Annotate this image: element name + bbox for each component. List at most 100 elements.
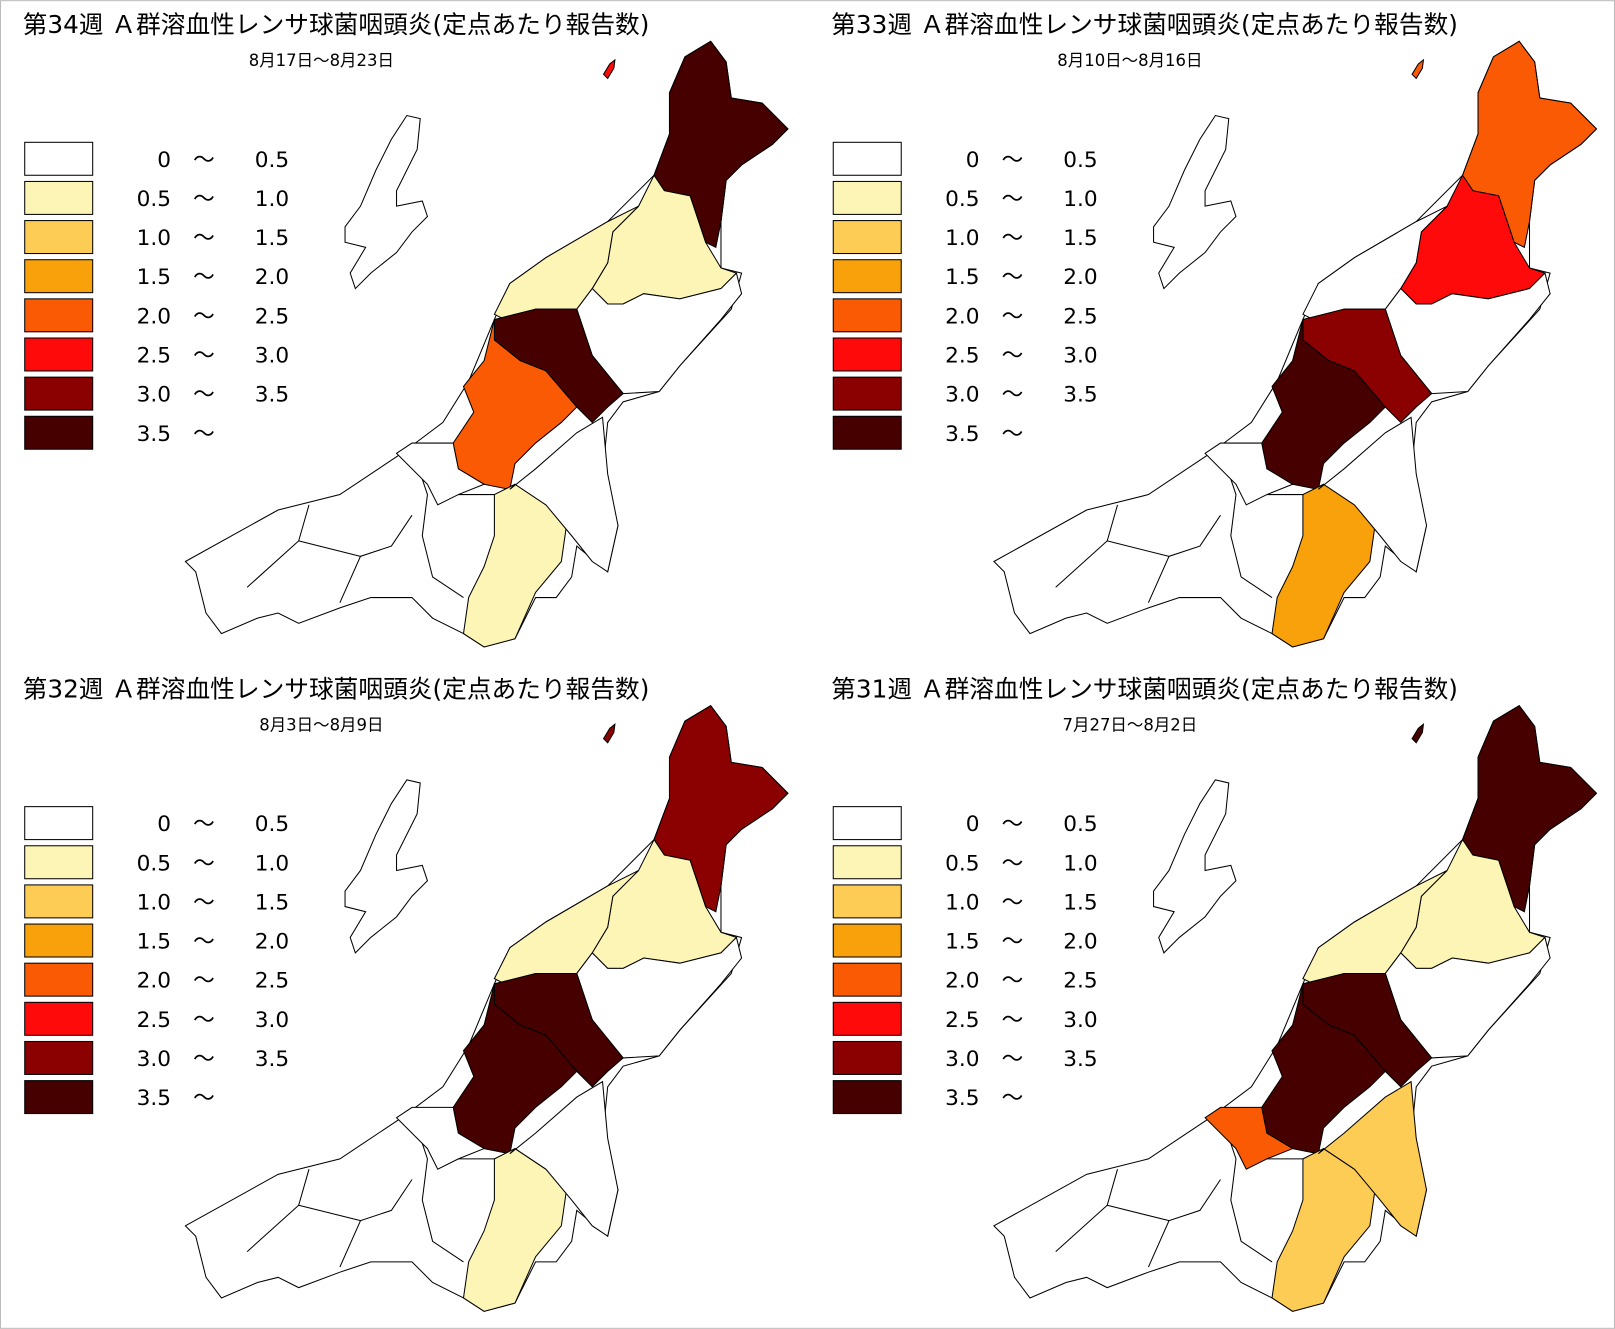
legend-separator: 〜 [193, 187, 215, 212]
legend-from: 1.5 [945, 930, 979, 955]
region [1204, 1106, 1294, 1170]
region [452, 319, 578, 491]
legend-to: 0.5 [255, 812, 289, 837]
legend-separator: 〜 [193, 304, 215, 329]
legend-swatch [24, 1040, 94, 1075]
panel-title: 第33週 Ａ群溶血性レンサ球菌咽頭炎(定点あたり報告数) [831, 10, 1458, 39]
legend-to: 3.0 [255, 344, 289, 369]
legend-to: 1.5 [255, 226, 289, 251]
legend-swatch [832, 845, 902, 880]
region-border [1225, 463, 1273, 598]
legend-swatch [832, 1080, 902, 1115]
region [1204, 442, 1294, 506]
region [1411, 58, 1425, 80]
legend-from: 0 [966, 148, 980, 173]
region [452, 983, 578, 1155]
legend-swatch [24, 415, 94, 450]
region [395, 442, 486, 506]
region [602, 723, 616, 744]
island-outline [344, 114, 429, 290]
legend-to: 2.5 [1063, 304, 1097, 329]
legend-from: 0 [157, 812, 171, 837]
legend-to: 1.5 [255, 890, 289, 915]
panel: 第32週 Ａ群溶血性レンサ球菌咽頭炎(定点あたり報告数) 8月3日〜8月9日 0 〜 0… [23, 674, 789, 1312]
legend-separator: 〜 [193, 851, 215, 876]
legend-swatch [832, 259, 902, 294]
legend-to: 2.0 [1063, 930, 1097, 955]
legend-swatch [24, 923, 94, 958]
legend-separator: 〜 [193, 969, 215, 994]
legend-from: 2.5 [137, 344, 171, 369]
legend-to: 3.0 [1063, 1008, 1097, 1033]
region-border [298, 1204, 361, 1222]
legend-swatch [832, 1001, 902, 1036]
legend-separator: 〜 [1002, 1047, 1024, 1072]
region-border [416, 1127, 464, 1263]
island-outline [344, 779, 429, 954]
legend-swatch [24, 220, 94, 255]
legend-from: 1.5 [137, 265, 171, 290]
legend-to: 0.5 [255, 148, 289, 173]
legend-swatch [832, 884, 902, 919]
island-outline [1153, 779, 1237, 954]
region [1411, 723, 1425, 744]
legend-separator: 〜 [193, 383, 215, 408]
legend-to: 0.5 [1063, 148, 1097, 173]
region [1261, 319, 1387, 491]
legend-swatch [24, 298, 94, 333]
legend-swatch [24, 884, 94, 919]
legend-swatch [832, 1040, 902, 1075]
legend-separator: 〜 [1002, 1008, 1024, 1033]
region [509, 416, 619, 573]
region [1318, 416, 1428, 573]
legend-separator: 〜 [1002, 304, 1024, 329]
legend-separator: 〜 [193, 1008, 215, 1033]
legend-from: 3.5 [945, 422, 979, 447]
panel: 第34週 Ａ群溶血性レンサ球菌咽頭炎(定点あたり報告数) 8月17日〜8月23日 0… [23, 10, 789, 648]
legend-to: 3.5 [1063, 1047, 1097, 1072]
region-border [1147, 1179, 1221, 1268]
panel-title: 第34週 Ａ群溶血性レンサ球菌咽頭炎(定点あたり報告数) [23, 10, 650, 39]
legend-swatch [24, 141, 94, 176]
legend-from: 1.5 [137, 930, 171, 955]
legend-to: 3.0 [255, 1008, 289, 1033]
legend-to: 2.5 [255, 304, 289, 329]
region [509, 1080, 619, 1237]
legend-separator: 〜 [1002, 812, 1024, 837]
legend-swatch [832, 141, 902, 176]
legend-swatch [832, 337, 902, 372]
legend-to: 0.5 [1063, 812, 1097, 837]
panel-date: 8月10日〜8月16日 [1057, 51, 1202, 70]
region-border [339, 514, 413, 603]
region [602, 58, 616, 80]
legend-separator: 〜 [193, 1086, 215, 1111]
legend-from: 3.0 [945, 383, 979, 408]
legend-separator: 〜 [1002, 187, 1024, 212]
region [395, 1106, 486, 1170]
legend-swatch [24, 1001, 94, 1036]
legend-swatch [24, 259, 94, 294]
legend-separator: 〜 [193, 1047, 215, 1072]
legend-swatch [24, 376, 94, 411]
legend-to: 3.0 [1063, 344, 1097, 369]
legend-from: 0.5 [137, 187, 171, 212]
legend-swatch [832, 806, 902, 841]
region-border [416, 463, 464, 598]
legend-from: 0 [157, 148, 171, 173]
legend-separator: 〜 [1002, 969, 1024, 994]
legend-from: 2.5 [137, 1008, 171, 1033]
legend-separator: 〜 [193, 890, 215, 915]
region [1261, 983, 1387, 1155]
legend-to: 1.5 [1063, 890, 1097, 915]
legend-to: 3.5 [255, 383, 289, 408]
legend-separator: 〜 [1002, 890, 1024, 915]
island-outline [1153, 114, 1237, 290]
legend-from: 2.0 [137, 304, 171, 329]
panel: 第33週 Ａ群溶血性レンサ球菌咽頭炎(定点あたり報告数) 8月10日〜8月16日 0… [831, 10, 1598, 648]
legend-from: 1.0 [945, 226, 979, 251]
legend-swatch [832, 962, 902, 997]
legend-swatch [24, 845, 94, 880]
region-border [298, 540, 361, 557]
legend-swatch [24, 962, 94, 997]
